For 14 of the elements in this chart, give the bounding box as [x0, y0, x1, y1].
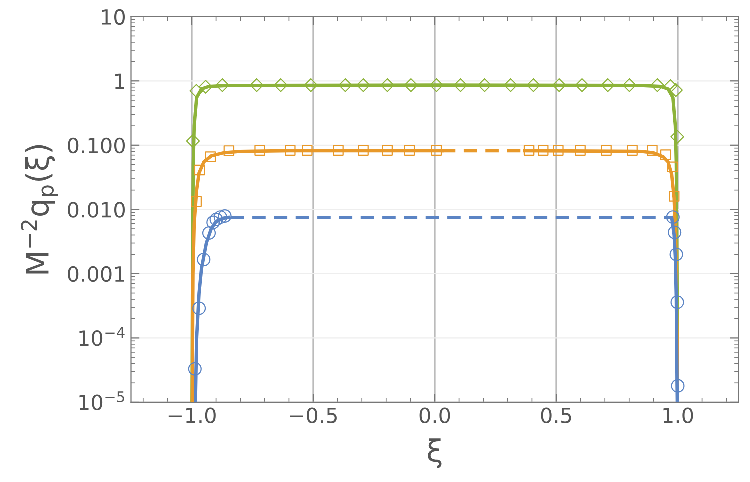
x-tick-label: 0.5 [541, 408, 572, 424]
x-tick-label: 0.0 [420, 408, 450, 424]
y-axis-title: M$^{−2}$q$_{p}$(ξ) [21, 145, 58, 274]
y-tick-label: 0.100 [68, 138, 126, 154]
x-tick-label: −1.0 [168, 408, 216, 424]
y-tick-label: 10$^{−4}$ [80, 327, 125, 346]
y-tick-label: 10$^{−5}$ [80, 392, 124, 411]
y-tick-label: 0.001 [68, 266, 124, 282]
x-tick-label: 1.0 [664, 408, 694, 424]
y-tick-label: 10 [102, 9, 126, 26]
x-axis-title: ξ [428, 438, 442, 468]
y-tick-label: 1 [115, 74, 124, 90]
y-tick-label: 0.010 [68, 202, 126, 218]
x-tick-label: −0.5 [290, 408, 337, 424]
